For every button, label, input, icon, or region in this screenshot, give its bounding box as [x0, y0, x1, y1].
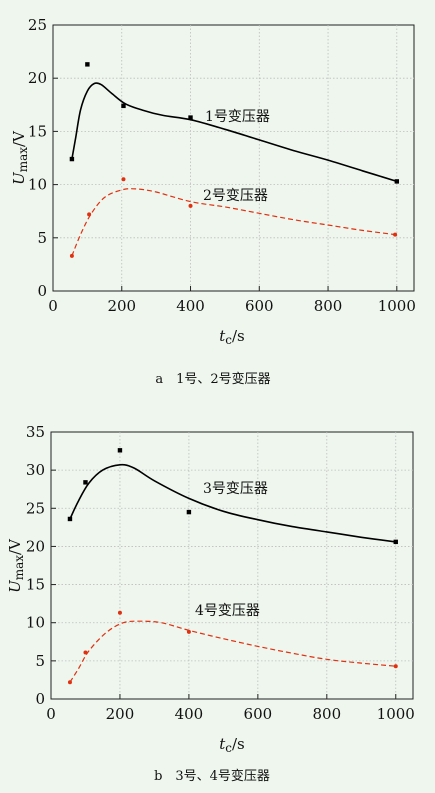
data-point — [87, 212, 92, 217]
x-tick-label: 400 — [175, 705, 204, 723]
chart-a-grid — [53, 25, 414, 291]
chart-b-lines — [69, 463, 396, 683]
chart-a-frame — [52, 24, 415, 292]
data-point — [69, 156, 75, 162]
chart-b-points — [67, 448, 398, 685]
x-tick-label: 200 — [107, 297, 136, 315]
y-tick-label: 25 — [28, 16, 47, 34]
series-line-1 — [69, 463, 396, 543]
x-tick-label: 600 — [244, 705, 273, 723]
data-point — [85, 62, 90, 67]
y-tick-label: 10 — [26, 614, 45, 632]
chart-a-y-ticks: 0 5 10 15 20 25 — [28, 16, 58, 300]
data-point — [83, 650, 88, 655]
x-tick-label: 0 — [46, 705, 56, 723]
svg-text:Umax/V: Umax/V — [6, 538, 26, 593]
y-tick-label: 30 — [26, 461, 45, 479]
y-tick-label: 0 — [35, 690, 45, 708]
svg-text:Umax/V: Umax/V — [10, 130, 30, 185]
data-point — [121, 103, 126, 109]
chart-b-grid — [51, 432, 413, 699]
x-tick-label: 600 — [245, 297, 274, 315]
chart-b: 0 200 400 600 800 1000 0 5 10 15 20 25 30 35 3号变压器 4… — [6, 423, 415, 784]
chart-a-series-2-label: 2号变压器 — [203, 188, 268, 204]
series-line-2 — [71, 188, 396, 257]
data-point — [186, 509, 192, 515]
x-tick-label: 800 — [314, 297, 343, 315]
y-tick-label: 0 — [37, 282, 47, 300]
chart-a-x-axis-label: tc/s — [219, 327, 245, 347]
chart-a-points — [69, 62, 400, 258]
data-point — [67, 516, 73, 522]
x-tick-label: 0 — [48, 297, 58, 315]
y-tick-label: 20 — [26, 537, 45, 555]
series-line-2 — [69, 620, 396, 683]
y-tick-label: 15 — [26, 576, 45, 594]
chart-b-frame — [50, 431, 414, 700]
chart-a-lines — [71, 82, 398, 257]
data-point — [83, 480, 88, 485]
y-tick-label: 5 — [37, 229, 47, 247]
data-point — [117, 610, 122, 615]
chart-a-series-1-label: 1号变压器 — [205, 109, 270, 125]
data-point — [393, 664, 398, 669]
chart-a-y-axis-label: Umax/V — [10, 130, 30, 185]
data-point — [393, 539, 398, 545]
y-tick-label: 15 — [28, 122, 47, 140]
chart-b-y-ticks: 0 5 10 15 20 25 30 35 — [26, 423, 56, 708]
y-tick-label: 5 — [35, 652, 45, 670]
data-point — [67, 680, 72, 685]
x-tick-label: 1000 — [378, 297, 416, 315]
series-line-1 — [71, 82, 398, 183]
chart-b-x-ticks: 0 200 400 600 800 1000 — [46, 694, 415, 723]
x-tick-label: 400 — [176, 297, 205, 315]
data-point — [188, 115, 193, 120]
data-point — [69, 253, 74, 258]
data-point — [121, 177, 126, 182]
y-tick-label: 25 — [26, 499, 45, 517]
data-point — [186, 629, 191, 634]
chart-b-series-1-label: 3号变压器 — [203, 481, 268, 497]
chart-a: 0 200 400 600 800 1000 0 5 10 15 20 25 1号变压器 2号变压器… — [10, 16, 416, 387]
data-point — [393, 232, 398, 237]
chart-b-caption: b 3号、4号变压器 — [154, 768, 270, 784]
y-tick-label: 20 — [28, 69, 47, 87]
data-point — [188, 203, 193, 208]
chart-a-x-ticks: 0 200 400 600 800 1000 — [48, 286, 416, 315]
x-tick-label: 200 — [106, 705, 135, 723]
y-tick-label: 35 — [26, 423, 45, 441]
chart-b-series-2-label: 4号变压器 — [195, 603, 260, 619]
data-point — [394, 179, 400, 184]
chart-b-y-axis-label: Umax/V — [6, 538, 26, 593]
y-tick-label: 10 — [28, 176, 47, 194]
chart-a-caption: a 1号、2号变压器 — [155, 371, 270, 387]
chart-b-x-axis-label: tc/s — [219, 735, 245, 755]
data-point — [117, 448, 123, 453]
x-tick-label: 800 — [312, 705, 341, 723]
x-tick-label: 1000 — [377, 705, 415, 723]
